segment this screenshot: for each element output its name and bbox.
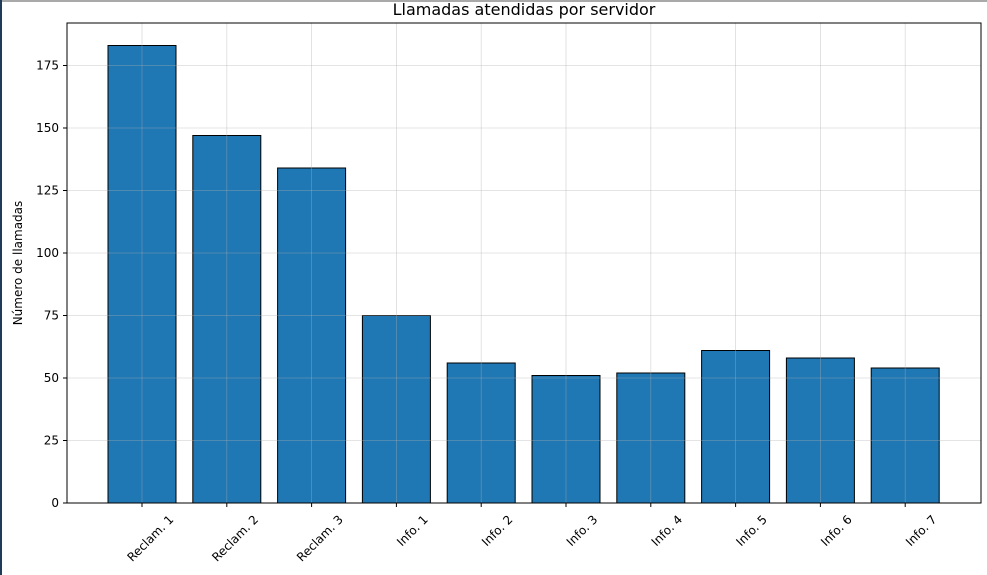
x-tick-label-5: Info. 3: [564, 512, 601, 549]
x-tick-label-6: Info. 4: [649, 512, 686, 549]
window-top-border: [0, 0, 987, 2]
bar-6: [531, 375, 601, 504]
bar-1: [107, 45, 177, 504]
x-tick-label-1: Reclam. 2: [209, 512, 261, 564]
y-tick-label-0: 0: [51, 496, 59, 510]
x-tick-label-0: Reclam. 1: [124, 512, 176, 564]
window-left-border: [0, 0, 2, 575]
plot-frame: [66, 22, 982, 504]
bar-10: [870, 367, 940, 504]
bar-9: [785, 357, 855, 504]
x-tick-label-9: Info. 7: [903, 512, 940, 549]
y-tick-label-5: 125: [36, 184, 59, 198]
chart-title: Llamadas atendidas por servidor: [393, 0, 656, 19]
bar-8: [701, 350, 771, 504]
bar-5: [446, 362, 516, 504]
y-tick-label-4: 100: [36, 246, 59, 260]
axes-layer: [66, 22, 982, 504]
x-tick-label-2: Reclam. 3: [294, 512, 346, 564]
y-tick-label-1: 25: [44, 434, 59, 448]
x-tick-label-4: Info. 2: [479, 512, 516, 549]
bars-layer: [107, 45, 940, 504]
y-tick-label-6: 150: [36, 121, 59, 135]
bar-2: [192, 135, 262, 504]
x-tick-label-8: Info. 6: [818, 512, 855, 549]
y-tick-label-2: 50: [44, 371, 59, 385]
x-tick-label-7: Info. 5: [733, 512, 770, 549]
bar-4: [361, 315, 431, 504]
bar-7: [616, 372, 686, 504]
y-tick-label-3: 75: [44, 309, 59, 323]
y-axis-label: Número de llamadas: [11, 201, 25, 326]
x-tick-label-3: Info. 1: [394, 512, 431, 549]
y-tick-label-7: 175: [36, 59, 59, 73]
